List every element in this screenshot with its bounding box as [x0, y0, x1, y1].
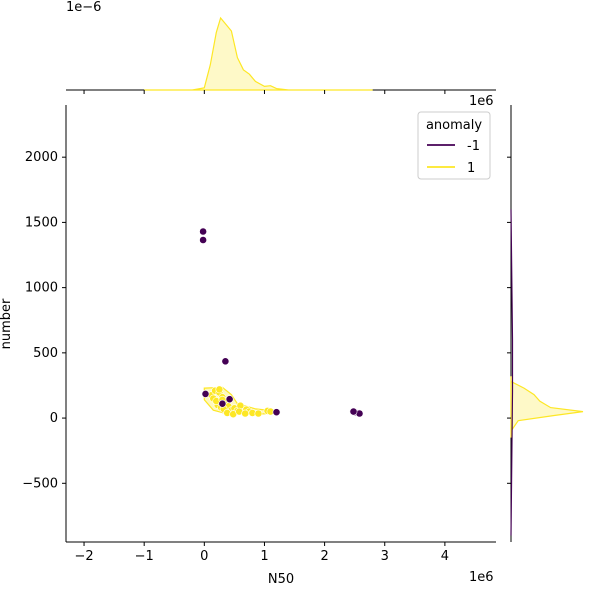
y-tick-label: 1500 [25, 215, 58, 230]
scatter-point-anomaly-neg1 [201, 389, 210, 398]
x-tick-label: 4 [441, 549, 449, 564]
y-tick-label: 2000 [25, 150, 58, 165]
scatter-point-anomaly-neg1 [199, 227, 207, 236]
y-tick-label: 500 [33, 346, 58, 361]
right-marginal-offset-label: 1e6 [469, 94, 494, 109]
legend-label-neg1: -1 [467, 139, 480, 154]
x-offset-label: 1e6 [469, 570, 494, 585]
scatter-points [199, 227, 364, 419]
top-marginal-ticks [83, 90, 446, 94]
y-tick-label: −500 [22, 476, 58, 491]
scatter-point-anomaly-neg1 [221, 357, 230, 366]
y-axis-ticks: −500 0 500 1000 1500 2000 [22, 150, 66, 491]
top-marginal-offset-label: 1e−6 [66, 0, 101, 15]
right-marginal-kde-anomaly-1 [510, 376, 584, 438]
scatter-point-anomaly-neg1 [225, 395, 234, 404]
main-axes: −2 −1 0 1 2 3 4 −500 0 500 1000 1500 2000 N50 numbe… [0, 105, 496, 587]
legend-label-1: 1 [467, 161, 475, 176]
right-marginal-kde-anomaly-neg1 [510, 209, 514, 536]
scatter-point-anomaly-neg1 [272, 408, 281, 417]
x-tick-label: 2 [320, 549, 328, 564]
x-tick-label: 3 [381, 549, 389, 564]
scatter-point-anomaly-neg1 [218, 399, 227, 408]
x-axis-ticks: −2 −1 0 1 2 3 4 [74, 542, 449, 564]
scatter-point-anomaly-neg1 [199, 236, 207, 244]
y-tick-label: 1000 [25, 281, 58, 296]
scatter-point-anomaly-1 [215, 385, 224, 394]
x-tick-label: 0 [200, 549, 208, 564]
legend: anomaly -1 1 [417, 111, 491, 180]
legend-title: anomaly [426, 118, 482, 133]
x-tick-label: 1 [260, 549, 268, 564]
top-marginal-panel: 1e−6 [66, 0, 496, 94]
scatter-point-anomaly-neg1 [349, 407, 358, 416]
scatter-point-anomaly-1 [241, 409, 250, 418]
y-tick-label: 0 [50, 411, 58, 426]
right-marginal-ticks [507, 156, 511, 484]
top-marginal-kde-anomaly-1 [144, 16, 373, 91]
x-tick-label: −2 [74, 549, 93, 564]
y-axis-label: number [0, 298, 14, 349]
x-axis-label: N50 [268, 572, 294, 587]
right-marginal-panel: 1e6 [469, 94, 584, 542]
x-tick-label: −1 [135, 549, 154, 564]
scatter-point-anomaly-1 [254, 409, 263, 418]
